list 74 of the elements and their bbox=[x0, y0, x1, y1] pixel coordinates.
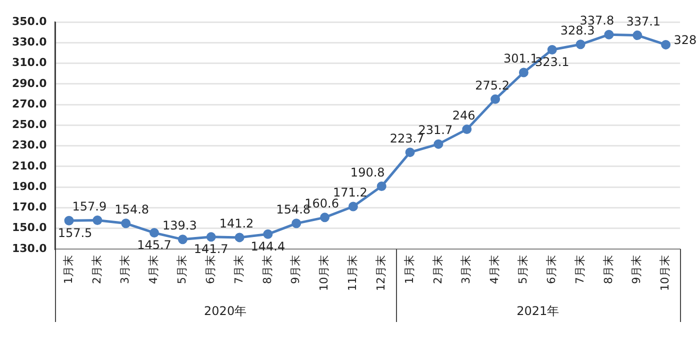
point bbox=[632, 30, 642, 40]
data-label: 144.4 bbox=[250, 239, 286, 254]
point bbox=[547, 45, 557, 55]
point bbox=[150, 228, 160, 238]
y-tick-label: 270.0 bbox=[12, 97, 48, 110]
point bbox=[320, 212, 330, 222]
x-tick-label: 2月末 bbox=[431, 255, 444, 284]
data-label: 141.7 bbox=[194, 242, 228, 256]
x-tick-label: 11月末 bbox=[346, 255, 360, 292]
point bbox=[661, 40, 671, 50]
x-tick-label: 6月末 bbox=[204, 255, 217, 284]
point bbox=[434, 139, 444, 149]
x-tick-label: 2月末 bbox=[90, 255, 104, 284]
y-tick-label: 210.0 bbox=[12, 159, 48, 172]
x-tick-label: 9月末 bbox=[630, 255, 644, 284]
x-tick-label: 3月末 bbox=[118, 255, 132, 284]
x-tick-label: 4月末 bbox=[147, 255, 160, 284]
point bbox=[405, 148, 415, 158]
point bbox=[376, 182, 386, 192]
x-tick-label: 6月末 bbox=[544, 255, 558, 284]
point bbox=[462, 124, 472, 134]
x-tick-label: 8月末 bbox=[260, 255, 274, 284]
point bbox=[576, 40, 586, 50]
point bbox=[92, 215, 102, 225]
data-label: 275.2 bbox=[475, 78, 510, 92]
data-label: 323.1 bbox=[534, 54, 570, 69]
point bbox=[178, 234, 188, 244]
text: 2021年 bbox=[516, 304, 560, 318]
x-tick-label: 1月末 bbox=[402, 255, 416, 284]
data-label: 157.5 bbox=[58, 226, 92, 240]
y-tick-label: 150.0 bbox=[12, 221, 48, 234]
data-label: 154.8 bbox=[114, 202, 150, 217]
y-tick-label: 350.0 bbox=[12, 14, 48, 28]
point bbox=[490, 94, 500, 104]
data-label: 337.1 bbox=[626, 14, 661, 28]
data-label: 171.2 bbox=[333, 186, 368, 200]
x-tick-label: 4月末 bbox=[488, 255, 502, 284]
x-tick-label: 10月末 bbox=[658, 255, 672, 292]
y-tick-label: 310.0 bbox=[12, 56, 48, 70]
data-label: 328 bbox=[674, 32, 697, 47]
x-tick-label: 12月末 bbox=[374, 255, 388, 292]
text: 2020年 bbox=[204, 304, 247, 318]
point bbox=[348, 202, 358, 212]
point bbox=[263, 229, 273, 239]
point bbox=[121, 218, 131, 228]
y-tick-label: 130.0 bbox=[12, 242, 48, 255]
x-tick-label: 1月末 bbox=[62, 255, 75, 284]
data-label: 139.3 bbox=[162, 218, 197, 233]
x-tick-label: 3月末 bbox=[460, 255, 473, 284]
x-tick-label: 7月末 bbox=[573, 255, 586, 284]
data-label: 328.3 bbox=[560, 24, 595, 38]
point bbox=[604, 30, 614, 40]
y-tick-label: 250.0 bbox=[12, 118, 48, 132]
data-label: 157.9 bbox=[72, 199, 107, 214]
data-label: 141.2 bbox=[219, 216, 254, 231]
data-label: 145.7 bbox=[137, 238, 172, 252]
point bbox=[64, 216, 74, 226]
point bbox=[206, 232, 216, 242]
x-tick-label: 7月末 bbox=[232, 255, 246, 284]
x-tick-label: 9月末 bbox=[289, 255, 302, 284]
y-tick-label: 290.0 bbox=[12, 76, 48, 90]
y-tick-label: 330.0 bbox=[12, 35, 48, 48]
point bbox=[518, 68, 528, 78]
point bbox=[292, 218, 302, 228]
y-tick-label: 170.0 bbox=[12, 200, 48, 214]
data-label: 190.8 bbox=[350, 165, 385, 180]
y-tick-label: 230.0 bbox=[12, 138, 48, 152]
x-tick-label: 5月末 bbox=[516, 255, 530, 284]
x-tick-label: 8月末 bbox=[602, 255, 615, 284]
data-label: 246 bbox=[452, 108, 476, 122]
point bbox=[234, 232, 244, 242]
y-tick-label: 190.0 bbox=[12, 180, 48, 193]
x-tick-label: 10月末 bbox=[318, 255, 331, 292]
x-tick-label: 5月末 bbox=[176, 255, 189, 284]
